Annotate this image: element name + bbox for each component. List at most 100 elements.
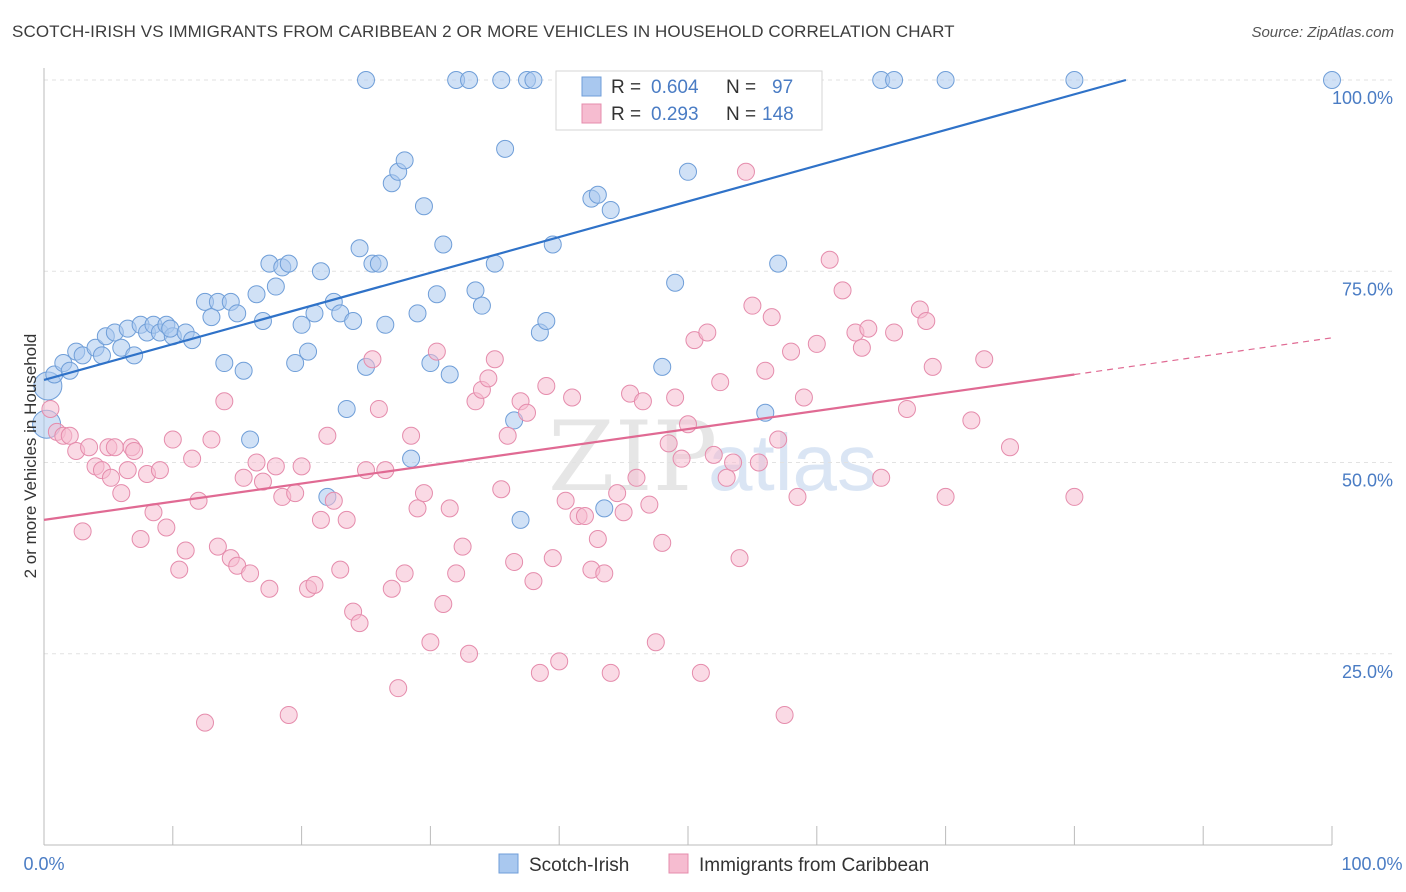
caribbean-point bbox=[447, 564, 466, 583]
caribbean-point bbox=[936, 487, 955, 506]
stats-n-value-pink: 148 bbox=[762, 104, 794, 125]
scotch-irish-point bbox=[588, 185, 607, 204]
stats-n-value-blue: 97 bbox=[772, 77, 793, 98]
caribbean-point bbox=[41, 399, 60, 418]
caribbean-point bbox=[176, 541, 195, 560]
caribbean-point bbox=[337, 510, 356, 529]
caribbean-point bbox=[440, 499, 459, 518]
caribbean-point bbox=[318, 426, 337, 445]
caribbean-point bbox=[189, 491, 208, 510]
scotch-irish-point bbox=[524, 71, 543, 89]
caribbean-point bbox=[105, 438, 124, 457]
caribbean-point bbox=[736, 162, 755, 181]
caribbean-point bbox=[112, 484, 131, 503]
legend-label-scotch-irish: Scotch-Irish bbox=[529, 855, 629, 876]
caribbean-point bbox=[150, 461, 169, 480]
caribbean-point bbox=[794, 388, 813, 407]
caribbean-point bbox=[253, 472, 272, 491]
stats-swatch-blue bbox=[581, 76, 602, 97]
caribbean-point bbox=[350, 614, 369, 633]
caribbean-point bbox=[266, 457, 285, 476]
caribbean-point bbox=[820, 250, 839, 269]
y-tick-label-75: 75.0% bbox=[1342, 279, 1393, 299]
scotch-irish-point bbox=[241, 430, 260, 449]
x-ticks bbox=[43, 826, 1333, 845]
scotch-irish-point bbox=[286, 354, 305, 373]
scotch-irish-point bbox=[472, 296, 491, 315]
caribbean-point bbox=[157, 518, 176, 537]
caribbean-point bbox=[885, 323, 904, 342]
caribbean-point bbox=[627, 468, 646, 487]
y-tick-label-100: 100.0% bbox=[1332, 88, 1393, 108]
caribbean-point bbox=[749, 453, 768, 472]
caribbean-point bbox=[962, 411, 981, 430]
y-tick-labels: 25.0% 50.0% 75.0% 100.0% bbox=[1332, 88, 1393, 682]
caribbean-point bbox=[672, 449, 691, 468]
caribbean-point bbox=[897, 399, 916, 418]
stats-r-value-blue: 0.604 bbox=[651, 77, 699, 98]
scotch-irish-point bbox=[402, 449, 421, 468]
series-immigrants-from-caribbean bbox=[41, 162, 1084, 732]
scotch-irish-point bbox=[376, 315, 395, 334]
stats-n-label-blue: N = bbox=[726, 77, 756, 98]
caribbean-point bbox=[530, 663, 549, 682]
scotch-irish-point bbox=[496, 139, 515, 158]
bottom-legend: Scotch-Irish Immigrants from Caribbean bbox=[498, 853, 929, 876]
scotch-irish-point bbox=[1065, 71, 1084, 89]
scotch-irish-point bbox=[234, 361, 253, 380]
caribbean-point bbox=[170, 560, 189, 579]
caribbean-point bbox=[595, 564, 614, 583]
caribbean-point bbox=[202, 430, 221, 449]
y-tick-label-50: 50.0% bbox=[1342, 471, 1393, 491]
caribbean-point bbox=[60, 426, 79, 445]
caribbean-point bbox=[859, 319, 878, 338]
caribbean-point bbox=[756, 361, 775, 380]
caribbean-point bbox=[711, 373, 730, 392]
caribbean-point bbox=[975, 350, 994, 369]
caribbean-point bbox=[698, 323, 717, 342]
caribbean-point bbox=[434, 595, 453, 614]
caribbean-point bbox=[131, 530, 150, 548]
scotch-irish-point bbox=[466, 281, 485, 300]
scotch-irish-point bbox=[434, 235, 453, 254]
scotch-irish-point bbox=[537, 311, 556, 330]
caribbean-point bbox=[1001, 438, 1019, 457]
caribbean-point bbox=[633, 392, 652, 411]
caribbean-point bbox=[101, 468, 120, 487]
caribbean-point bbox=[646, 633, 665, 652]
caribbean-point bbox=[241, 564, 260, 583]
caribbean-point bbox=[492, 480, 511, 499]
x-tick-label-min: 0.0% bbox=[23, 854, 64, 874]
scotch-irish-point bbox=[885, 71, 904, 89]
caribbean-point bbox=[782, 342, 801, 361]
caribbean-point bbox=[163, 430, 182, 449]
caribbean-point bbox=[563, 388, 582, 407]
caribbean-point bbox=[775, 705, 794, 724]
trend-lines bbox=[43, 78, 1333, 521]
caribbean-point bbox=[286, 484, 305, 503]
scotch-irish-point bbox=[337, 399, 356, 418]
caribbean-point bbox=[852, 338, 871, 357]
caribbean-point bbox=[363, 350, 382, 369]
scotch-irish-point bbox=[653, 357, 672, 376]
scotch-irish-point bbox=[299, 342, 318, 361]
caribbean-point bbox=[717, 468, 736, 487]
caribbean-point bbox=[872, 468, 891, 487]
legend-label-immigrants-from-caribbean: Immigrants from Caribbean bbox=[699, 855, 929, 876]
caribbean-point bbox=[788, 487, 807, 506]
series-scotch-irish bbox=[32, 71, 1341, 529]
caribbean-point bbox=[640, 495, 659, 514]
y-axis-title: 2 or more Vehicles in Household bbox=[21, 334, 40, 579]
caribbean-point bbox=[556, 491, 575, 510]
legend-swatch-scotch-irish bbox=[498, 853, 519, 874]
caribbean-point bbox=[479, 369, 498, 388]
caribbean-point bbox=[369, 399, 388, 418]
stats-r-label-blue: R = bbox=[611, 77, 641, 98]
caribbean-point bbox=[331, 560, 350, 579]
x-tick-label-max: 100.0% bbox=[1341, 854, 1402, 874]
chart-title: SCOTCH-IRISH VS IMMIGRANTS FROM CARIBBEA… bbox=[12, 22, 955, 41]
scotch-irish-point bbox=[595, 499, 614, 518]
scotch-irish-point bbox=[228, 304, 247, 323]
caribbean-point bbox=[292, 457, 311, 476]
